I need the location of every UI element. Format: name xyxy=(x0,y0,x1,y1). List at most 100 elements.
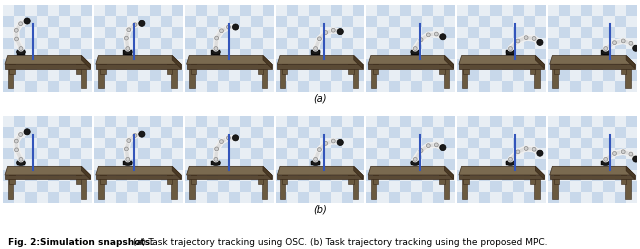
Bar xyxy=(276,5,287,16)
Bar xyxy=(366,49,378,60)
Polygon shape xyxy=(371,68,376,88)
Polygon shape xyxy=(172,68,177,88)
Bar xyxy=(194,27,205,38)
Bar xyxy=(342,127,353,137)
Bar xyxy=(3,70,14,81)
Bar xyxy=(467,148,477,159)
Bar xyxy=(524,159,535,170)
Bar xyxy=(614,203,626,214)
Bar xyxy=(537,81,548,92)
Bar xyxy=(353,127,364,137)
Bar xyxy=(138,92,150,103)
Bar xyxy=(570,27,581,38)
Bar xyxy=(81,70,92,81)
Bar xyxy=(353,103,364,114)
Bar xyxy=(353,148,364,159)
Bar xyxy=(14,92,26,103)
Bar xyxy=(298,203,309,214)
Bar xyxy=(468,116,479,127)
Bar xyxy=(513,92,524,103)
Circle shape xyxy=(214,47,218,51)
Bar xyxy=(194,192,205,203)
Bar xyxy=(490,70,502,81)
Bar xyxy=(229,127,241,137)
Bar xyxy=(457,116,468,127)
Bar xyxy=(546,38,557,49)
Bar xyxy=(570,159,581,170)
Circle shape xyxy=(629,152,633,156)
Bar xyxy=(479,170,490,181)
Bar xyxy=(72,5,83,16)
Bar xyxy=(537,170,548,181)
Bar xyxy=(502,192,513,203)
Bar xyxy=(309,192,320,203)
Bar xyxy=(36,5,47,16)
Bar xyxy=(127,70,138,81)
Bar xyxy=(173,181,185,192)
Bar xyxy=(479,49,490,60)
Bar xyxy=(116,92,127,103)
Bar xyxy=(581,116,593,127)
Bar xyxy=(444,103,455,114)
Circle shape xyxy=(139,131,145,137)
Bar xyxy=(422,81,433,92)
Bar xyxy=(264,170,276,181)
Bar xyxy=(92,49,103,60)
Bar xyxy=(557,127,568,137)
Circle shape xyxy=(19,22,22,26)
Bar xyxy=(355,137,366,148)
Bar xyxy=(163,214,173,225)
Bar xyxy=(559,181,570,192)
Bar xyxy=(581,192,593,203)
Bar xyxy=(557,116,568,127)
Bar xyxy=(150,170,161,181)
Bar xyxy=(173,70,185,81)
Bar xyxy=(604,94,614,105)
Bar xyxy=(3,170,14,181)
Bar xyxy=(581,92,593,103)
Circle shape xyxy=(509,157,513,161)
Bar xyxy=(455,60,467,70)
Bar xyxy=(331,148,342,159)
Bar xyxy=(264,16,276,27)
Bar xyxy=(535,38,546,49)
Bar xyxy=(59,38,70,49)
Bar xyxy=(36,170,47,181)
Bar xyxy=(467,103,477,114)
Bar xyxy=(0,38,3,49)
Bar xyxy=(172,159,183,170)
Polygon shape xyxy=(625,180,630,199)
Bar xyxy=(378,214,388,225)
Bar xyxy=(309,116,320,127)
Bar xyxy=(593,92,604,103)
Bar xyxy=(229,92,241,103)
Bar xyxy=(593,60,604,70)
Bar xyxy=(399,92,411,103)
Bar xyxy=(546,159,557,170)
Bar xyxy=(548,38,559,49)
Bar xyxy=(183,5,194,16)
Circle shape xyxy=(15,37,19,41)
Polygon shape xyxy=(280,180,285,199)
Bar xyxy=(490,38,502,49)
Bar xyxy=(264,0,276,5)
Bar xyxy=(127,192,138,203)
Bar xyxy=(138,214,150,225)
Bar xyxy=(435,203,446,214)
Bar xyxy=(253,60,264,70)
Bar xyxy=(241,181,252,192)
Bar xyxy=(411,148,422,159)
Bar xyxy=(637,148,640,159)
Bar xyxy=(320,27,331,38)
Bar xyxy=(342,27,353,38)
Bar xyxy=(342,105,353,116)
Bar xyxy=(490,60,502,70)
Bar xyxy=(388,92,399,103)
Polygon shape xyxy=(348,168,354,184)
Circle shape xyxy=(516,39,520,43)
Bar xyxy=(388,81,399,92)
Bar xyxy=(47,94,59,105)
Bar xyxy=(378,27,388,38)
Bar xyxy=(229,103,241,114)
Bar xyxy=(103,103,115,114)
